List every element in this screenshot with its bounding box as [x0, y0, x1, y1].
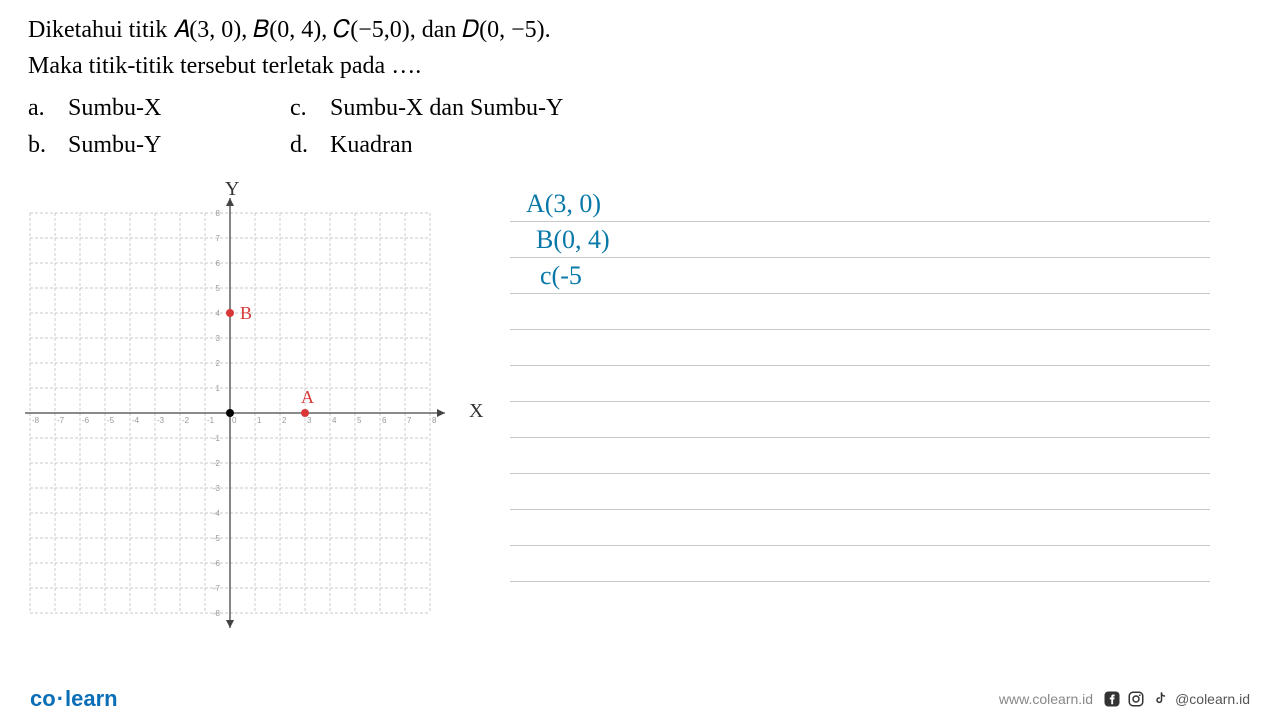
x-axis-label: X — [469, 400, 483, 423]
svg-text:-1: -1 — [213, 434, 221, 443]
svg-text:B: B — [240, 303, 252, 323]
svg-text:5: 5 — [357, 416, 362, 425]
footer: co·learn www.colearn.id @colearn.id — [0, 678, 1280, 720]
svg-text:1: 1 — [257, 416, 262, 425]
svg-text:7: 7 — [216, 234, 221, 243]
svg-text:1: 1 — [216, 384, 221, 393]
svg-text:-2: -2 — [182, 416, 190, 425]
facebook-icon — [1103, 690, 1121, 708]
svg-text:-8: -8 — [32, 416, 40, 425]
footer-url: www.colearn.id — [999, 691, 1093, 707]
svg-text:3: 3 — [307, 416, 312, 425]
svg-text:-2: -2 — [213, 459, 221, 468]
tiktok-icon — [1151, 690, 1169, 708]
option-c: c.Sumbu-X dan Sumbu-Y — [290, 90, 563, 127]
social-icons: @colearn.id — [1103, 690, 1250, 708]
handwritten-notes: A(3, 0) B(0, 4) c(-5 — [510, 186, 1210, 582]
option-b: b.Sumbu-Y — [28, 127, 290, 164]
svg-text:6: 6 — [216, 259, 221, 268]
svg-text:8: 8 — [432, 416, 437, 425]
y-axis-label: Y — [225, 178, 239, 201]
social-handle: @colearn.id — [1175, 691, 1250, 707]
svg-text:4: 4 — [216, 309, 221, 318]
svg-text:A: A — [301, 387, 314, 407]
svg-text:-7: -7 — [213, 584, 221, 593]
svg-text:-1: -1 — [207, 416, 215, 425]
svg-text:-6: -6 — [213, 559, 221, 568]
svg-text:2: 2 — [216, 359, 221, 368]
svg-text:5: 5 — [216, 284, 221, 293]
note-line-0: A(3, 0) — [526, 189, 601, 219]
cartesian-graph: -8 -7 -6 -5 -4 -3 -2 -1 0 1 2 3 4 5 6 7 8 -8 -7 -6 -5 -4 -3 -2 -… — [15, 190, 475, 660]
svg-text:-3: -3 — [157, 416, 165, 425]
svg-text:7: 7 — [407, 416, 412, 425]
svg-text:-8: -8 — [213, 609, 221, 618]
svg-text:-6: -6 — [82, 416, 90, 425]
svg-text:-5: -5 — [107, 416, 115, 425]
question-line2: Maka titik-titik tersebut terletak pada … — [28, 48, 551, 84]
svg-text:-7: -7 — [57, 416, 65, 425]
svg-text:-3: -3 — [213, 484, 221, 493]
instagram-icon — [1127, 690, 1145, 708]
question-line1: Diketahui titik 𝐴(3, 0), 𝐵(0, 4), 𝐶(−5,0… — [28, 12, 551, 48]
options-block: a.Sumbu-X c.Sumbu-X dan Sumbu-Y b.Sumbu-… — [28, 90, 563, 164]
svg-text:8: 8 — [216, 209, 221, 218]
brand-logo: co·learn — [30, 686, 118, 712]
note-line-2: c(-5 — [540, 261, 582, 291]
note-line-1: B(0, 4) — [536, 225, 610, 255]
svg-text:0: 0 — [232, 416, 237, 425]
question-block: Diketahui titik 𝐴(3, 0), 𝐵(0, 4), 𝐶(−5,0… — [28, 12, 551, 84]
svg-text:2: 2 — [282, 416, 287, 425]
svg-text:-5: -5 — [213, 534, 221, 543]
option-d: d.Kuadran — [290, 127, 413, 164]
svg-text:3: 3 — [216, 334, 221, 343]
svg-text:6: 6 — [382, 416, 387, 425]
svg-text:-4: -4 — [132, 416, 140, 425]
option-a: a.Sumbu-X — [28, 90, 290, 127]
svg-text:-4: -4 — [213, 509, 221, 518]
svg-text:4: 4 — [332, 416, 337, 425]
